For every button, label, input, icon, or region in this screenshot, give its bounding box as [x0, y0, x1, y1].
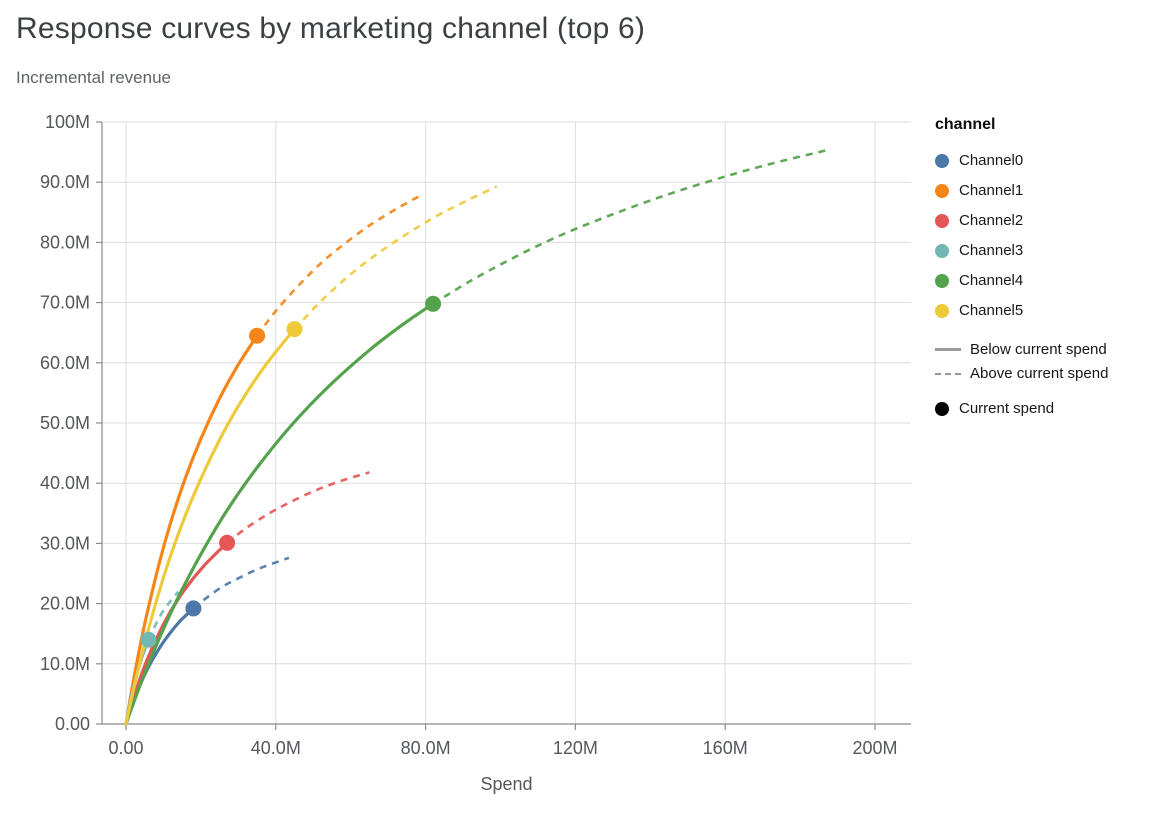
legend-label-current-spend: Current spend	[959, 400, 1055, 417]
legend-style-list: Below current spend Above current spend	[935, 341, 1160, 382]
curve-channel5-solid[interactable]	[124, 327, 297, 726]
y-tick-label: 60.0M	[40, 353, 90, 373]
legend-item-dashed-line[interactable]: Above current spend	[935, 365, 1160, 382]
legend-item-solid-line[interactable]: Below current spend	[935, 341, 1160, 358]
legend-item-label: Channel0	[959, 152, 1024, 169]
current-spend-dot-icon	[935, 401, 949, 416]
chart-legend: channel Channel0 Channel1 Channel2 Channel3…	[935, 102, 1160, 417]
x-tick-label: 80.0M	[401, 738, 451, 758]
legend-color-swatch	[935, 153, 949, 168]
legend-item-label: Above current spend	[970, 365, 1109, 382]
x-tick-label: 120M	[553, 738, 598, 758]
x-tick-label: 200M	[852, 738, 897, 758]
legend-title: channel	[935, 116, 996, 133]
y-tick-label: 0.00	[55, 714, 90, 734]
current-spend-point-channel4[interactable]	[425, 295, 442, 312]
legend-item-channel5[interactable]: Channel5	[935, 302, 1160, 319]
legend-item-channel3[interactable]: Channel3	[935, 242, 1160, 259]
legend-item-current-spend[interactable]: Current spend	[935, 400, 1160, 417]
y-tick-label: 70.0M	[40, 293, 90, 313]
curve-channel2-dashed[interactable]	[226, 471, 370, 544]
current-spend-point-channel1[interactable]	[249, 327, 266, 344]
legend-color-swatch	[935, 213, 949, 228]
y-tick-label: 80.0M	[40, 232, 90, 252]
y-tick-label: 10.0M	[40, 654, 90, 674]
chart-title: Response curves by marketing channel (to…	[16, 12, 646, 45]
response-curves-chart: 0.00 10.0M 20.0M 30.0M 40.0M 50.0M 60.0M 70.0M 8…	[40, 112, 911, 794]
legend-item-label: Channel3	[959, 242, 1024, 259]
curve-channel1-dashed[interactable]	[256, 193, 423, 337]
curve-channel4-dashed[interactable]	[432, 149, 827, 305]
curve-channel4-solid[interactable]	[124, 302, 435, 726]
current-spend-point-channel5[interactable]	[286, 321, 303, 338]
legend-item-channel0[interactable]: Channel0	[935, 152, 1160, 169]
legend-item-label: Channel4	[959, 272, 1024, 289]
y-tick-label: 20.0M	[40, 594, 90, 614]
y-tick-label: 100M	[45, 112, 90, 132]
legend-item-label: Below current spend	[970, 341, 1107, 358]
legend-color-swatch	[935, 243, 949, 258]
x-axis-title: Spend	[480, 774, 532, 794]
current-spend-point-channel2[interactable]	[219, 534, 236, 551]
chart-row: 0.00 10.0M 20.0M 30.0M 40.0M 50.0M 60.0M 70.0M 8…	[16, 102, 1164, 802]
y-tick-label: 30.0M	[40, 533, 90, 553]
legend-color-swatch	[935, 303, 949, 318]
legend-item-label: Channel5	[959, 302, 1024, 319]
current-spend-point-channel3[interactable]	[140, 631, 157, 648]
current-spend-point-channel0[interactable]	[185, 600, 202, 617]
x-tick-label: 40.0M	[251, 738, 301, 758]
curve-channel0-dashed[interactable]	[192, 556, 290, 610]
legend-item-label: Channel1	[959, 182, 1024, 199]
y-tick-label: 40.0M	[40, 473, 90, 493]
y-tick-label: 90.0M	[40, 172, 90, 192]
y-tick-label: 50.0M	[40, 413, 90, 433]
legend-item-label: Channel2	[959, 212, 1024, 229]
legend-item-channel2[interactable]: Channel2	[935, 212, 1160, 229]
solid-line-swatch-icon	[935, 348, 961, 351]
legend-item-channel4[interactable]: Channel4	[935, 272, 1160, 289]
legend-channel-list: Channel0 Channel1 Channel2 Channel3 Channel4…	[935, 152, 1160, 319]
dashed-line-swatch-icon	[935, 372, 961, 375]
x-tick-label: 0.00	[108, 738, 143, 758]
legend-item-channel1[interactable]: Channel1	[935, 182, 1160, 199]
chart-subtitle: Incremental revenue	[16, 68, 171, 87]
x-tick-label: 160M	[703, 738, 748, 758]
legend-color-swatch	[935, 273, 949, 288]
curve-channel3-dashed[interactable]	[147, 590, 180, 641]
curve-channel5-dashed[interactable]	[293, 185, 498, 330]
legend-color-swatch	[935, 183, 949, 198]
